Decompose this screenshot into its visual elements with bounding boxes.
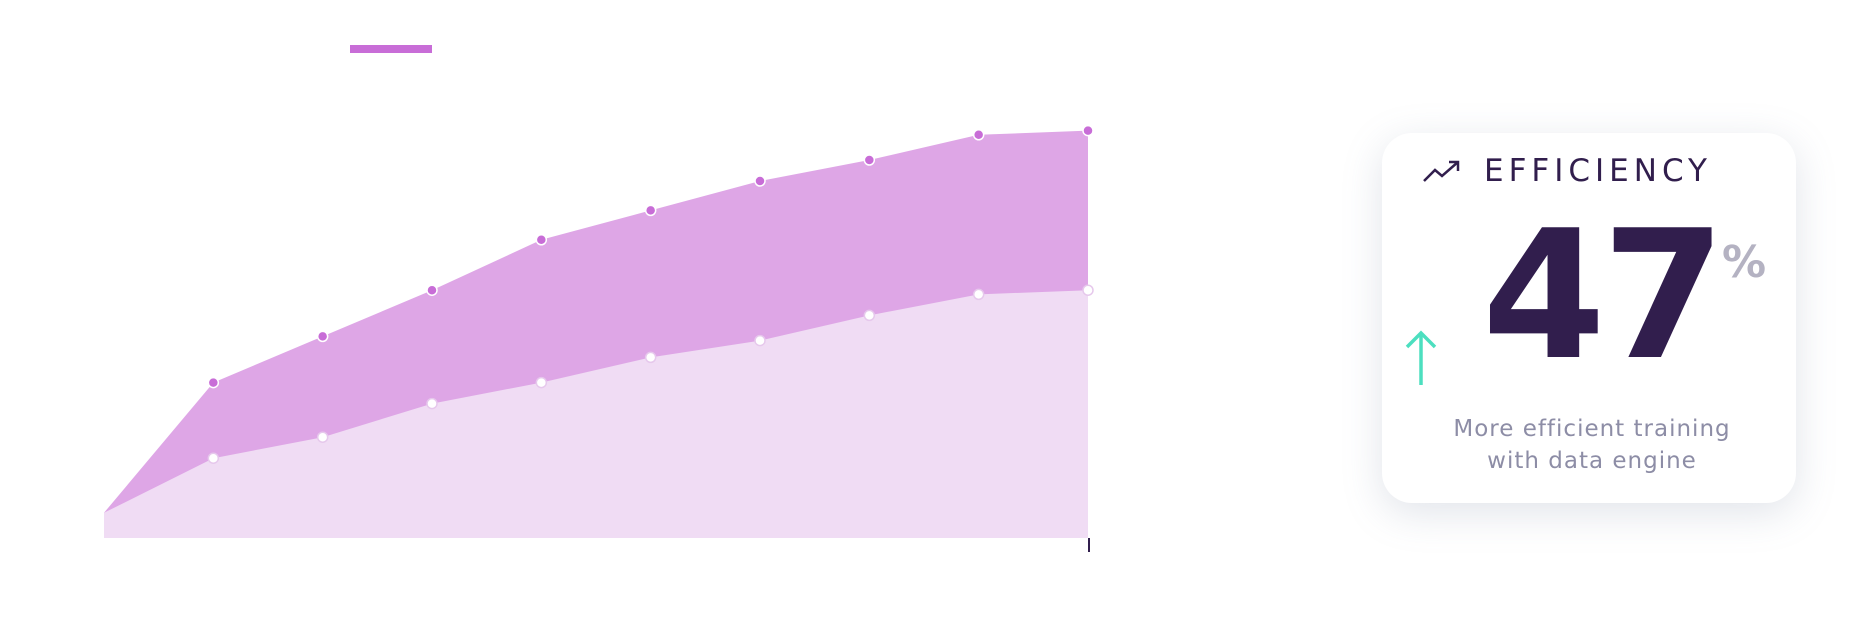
data-point: [535, 376, 548, 389]
data-point: [863, 309, 876, 322]
description: More efficient training with data engine: [1382, 413, 1802, 477]
trend-icon: [1423, 160, 1460, 182]
data-point: [972, 288, 985, 301]
card-title: EFFICIENCY: [1484, 153, 1712, 189]
data-point: [863, 154, 876, 166]
up-arrow: [1405, 330, 1437, 385]
data-point: [316, 431, 329, 443]
data-point: [644, 351, 657, 364]
description-line: More efficient training: [1453, 416, 1731, 442]
data-point: [207, 376, 220, 389]
data-point: [754, 334, 766, 347]
data-point: [426, 284, 438, 296]
description-line: with data engine: [1487, 448, 1697, 474]
area: [104, 290, 1088, 538]
data-point: [535, 234, 548, 246]
data-point: [754, 175, 766, 187]
data-point: [972, 129, 985, 141]
stat-value: 47: [1482, 192, 1726, 399]
data-point: [644, 204, 657, 217]
data-point: [316, 330, 329, 343]
data-point: [426, 397, 438, 410]
data-point: [1082, 284, 1094, 296]
stat-card: EFFICIENCY 47 % More efficient training …: [1382, 133, 1796, 503]
data-point: [1082, 124, 1094, 137]
stat-unit: %: [1722, 237, 1767, 288]
chart: [104, 45, 1094, 552]
data-point: [207, 452, 220, 464]
legend-swatch: [350, 45, 432, 53]
